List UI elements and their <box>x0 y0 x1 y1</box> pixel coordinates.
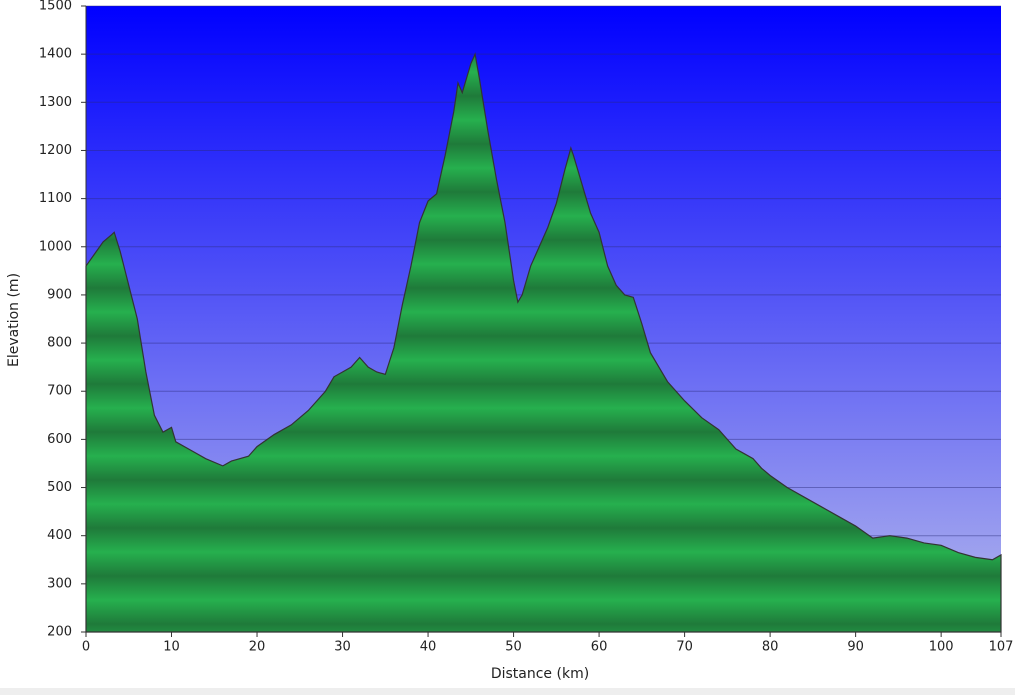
y-tick-label: 300 <box>47 576 72 591</box>
y-tick-label: 400 <box>47 528 72 543</box>
y-tick-label: 1000 <box>39 239 72 254</box>
y-tick-label: 1300 <box>39 95 72 110</box>
y-tick-label: 600 <box>47 432 72 447</box>
x-tick-label: 100 <box>929 640 954 655</box>
bottom-strip <box>0 688 1015 695</box>
x-tick-label: 40 <box>420 640 437 655</box>
elevation-area <box>85 52 1002 633</box>
y-axis-label: Elevation (m) <box>6 273 22 367</box>
y-tick-label: 1200 <box>39 143 72 158</box>
y-tick-label: 700 <box>47 384 72 399</box>
x-axis-label: Distance (km) <box>491 666 589 682</box>
y-tick-label: 800 <box>47 336 72 351</box>
x-tick-label: 90 <box>847 640 864 655</box>
x-tick-label: 20 <box>249 640 266 655</box>
x-tick-label: 30 <box>334 640 351 655</box>
y-tick-label: 1500 <box>39 0 72 14</box>
y-tick-label: 500 <box>47 480 72 495</box>
y-tick-label: 1400 <box>39 47 72 62</box>
x-tick-label: 70 <box>676 640 693 655</box>
y-tick-label: 900 <box>47 287 72 302</box>
y-tick-label: 200 <box>47 625 72 640</box>
x-tick-label: 60 <box>591 640 608 655</box>
x-tick-label: 80 <box>762 640 779 655</box>
x-tick-label: 107 <box>989 640 1014 655</box>
y-tick-label: 1100 <box>39 191 72 206</box>
x-tick-label: 0 <box>82 640 90 655</box>
x-tick-label: 10 <box>163 640 180 655</box>
x-tick-label: 50 <box>505 640 522 655</box>
